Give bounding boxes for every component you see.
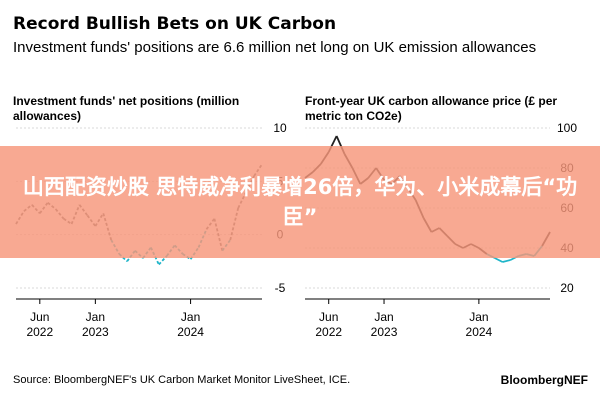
price-xtick-month: Jun [319,310,338,324]
price-xtick-year: 2023 [371,325,398,339]
positions-xtick-year: 2022 [26,325,53,339]
positions-ytick-label: 10 [273,121,287,135]
positions-xtick-year: 2024 [177,325,204,339]
price-xtick-year: 2024 [466,325,493,339]
brand-logo: BloombergNEF [500,373,588,387]
positions-series-segment [150,247,160,265]
price-series-segment [502,259,511,263]
positions-ytick-label: -5 [275,281,286,295]
price-ytick-label: 100 [557,121,577,135]
price-ytick-label: 20 [560,281,574,295]
overlay-banner: 山西配资炒股 思特威净利暴增26倍，华为、小米成幕后“功臣” [0,146,600,258]
positions-xtick-month: Jan [181,310,200,324]
overlay-text: 山西配资炒股 思特威净利暴增26倍，华为、小米成幕后“功臣” [22,175,578,229]
positions-series-segment [158,255,168,266]
price-series-segment [494,257,503,263]
positions-xtick-year: 2023 [82,325,109,339]
positions-xtick-month: Jun [30,310,49,324]
left-panel-title: Investment funds' net positions (million… [13,94,240,123]
source-note: Source: BloombergNEF's UK Carbon Market … [13,374,351,386]
price-xtick-month: Jan [374,310,393,324]
price-xtick-year: 2022 [315,325,342,339]
right-panel-title: Front-year UK carbon allowance price (£ … [305,94,558,123]
chart-title: Record Bullish Bets on UK Carbon [13,14,337,34]
positions-xtick-month: Jan [86,310,105,324]
chart-subtitle: Investment funds' positions are 6.6 mill… [13,39,537,56]
price-xtick-month: Jan [469,310,488,324]
